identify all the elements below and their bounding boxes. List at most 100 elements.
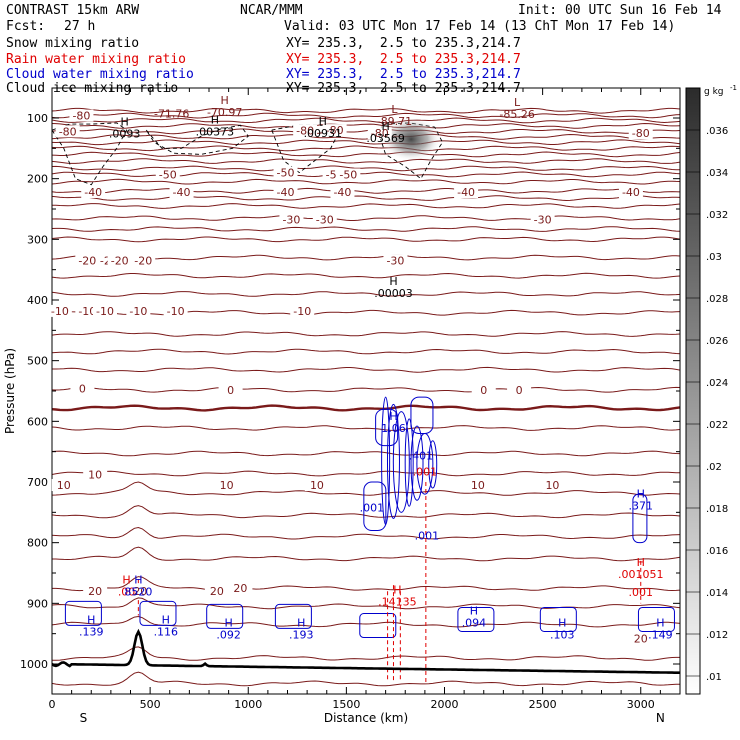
field-name-snow: Snow mixing ratio [6,36,140,51]
isotherm-line [52,309,680,316]
y-tick-label: 500 [27,355,48,368]
isotherm-label-bg [465,479,490,492]
colorbar-unit: g kg [704,87,724,97]
isotherm-label-bg [131,254,156,267]
isotherm-label: 10 [220,479,234,492]
isotherm-label-bg [55,125,80,138]
isotherm-label-bg [367,127,392,140]
isotherm-line [52,215,680,221]
extremum-letter: H [393,584,401,597]
extremum-letter: H [224,616,232,629]
south-label: S [80,711,88,725]
colorbar [685,87,701,695]
isotherm-line [52,425,680,431]
colorbar-tick-label: .03 [706,252,722,263]
isotherm-label: -10 [167,305,185,318]
isotherm-label: -10 [293,305,311,318]
isotherm-line [52,145,680,152]
isotherm-label: 0 [480,384,487,397]
extremum-value: .03569 [366,132,405,145]
isotherm-label-bg [530,213,555,226]
cloud-water-contour [392,411,410,513]
extremum-value: 1.06 [381,422,406,435]
isotherm-label: 10 [471,479,485,492]
extremum-value: .001051 [618,568,664,581]
isotherm-label-bg [304,479,329,492]
isotherm-label: 20 [634,633,648,646]
isotherm-label-bg [163,304,188,317]
x-tick-label: 0 [49,698,56,711]
isotherm-line [52,646,680,661]
extremum-value: .00 [118,585,136,598]
extremum-value: .0093 [109,127,141,140]
snow-contour [52,122,128,186]
extremum-value: .00003 [374,287,413,300]
field-name-cloudwater: Cloud water mixing ratio [6,67,194,82]
extremum-value: -89.71 [377,115,412,128]
isotherm-label-bg [322,124,347,137]
isotherm-label-bg [51,479,76,492]
cloud-water-contour [375,408,399,447]
extremum-letter: H [221,94,229,107]
isotherm-line [52,226,680,232]
isotherm-line [52,236,680,243]
cloud-water-contour [274,603,312,629]
colorbar-tick-label: .024 [706,378,728,389]
cloud-water-contour [363,481,387,532]
isotherm-label: -10 [129,305,147,318]
y-tick-label: 300 [27,233,48,246]
extremum-value: .001 [413,465,438,478]
isotherm-label-bg [273,186,298,199]
isotherm-label: 0 [79,383,86,396]
cloud-water-contour [139,600,177,626]
model-title: CONTRAST 15km ARW [6,3,140,18]
cloud-water-contour [386,403,400,519]
colorbar-unit-exponent: -1 [730,84,737,92]
isotherm-line [52,117,680,124]
isotherm-line [52,331,680,337]
isotherm-label: -80 [72,110,90,123]
isotherm-line [52,165,680,172]
isotherm-line [52,481,680,496]
extremum-letter: H [558,616,566,629]
isotherm-line [52,671,680,687]
extremum-letter: H [120,115,128,128]
y-tick-label: 900 [27,597,48,610]
extremum-letter: H [122,573,130,586]
isotherm-label-bg [169,186,194,199]
extremum-value: -71.76 [154,107,189,120]
y-tick-label: 400 [27,294,48,307]
isotherm-label-bg [92,304,117,317]
colorbar-tick-label: .018 [706,504,728,515]
extremum-value: .00931 [304,127,343,140]
org-label: NCAR/MMM [240,3,303,18]
y-tick-label: 100 [27,112,48,125]
isotherm-line [52,107,680,114]
isotherm-line [52,404,680,412]
isotherm-label: 10 [88,469,102,482]
y-tick-label: 700 [27,476,48,489]
extremum-value: 8520 [124,585,152,598]
init-time: Init: 00 UTC Sun 16 Feb 14 [518,3,722,18]
extremum-value: .139 [79,625,104,638]
isotherm-label: -10 [78,305,96,318]
extremum-letter: H [162,613,170,626]
extremum-letter: H [211,114,219,127]
cloud-water-contour [428,440,438,489]
cloud-ice-shading [381,117,442,162]
y-axis-label: Pressure (hPa) [3,348,17,434]
isotherm-label: -20 [78,255,96,268]
isotherm-label-bg [618,186,643,199]
isotherm-label: -30 [282,213,300,226]
extremum-value: .103 [550,628,575,641]
extremum-value: .401 [409,450,434,463]
isotherm-label: -30 [534,213,552,226]
cloud-water-contour [404,418,414,507]
isotherm-label-bg [312,213,337,226]
colorbar-tick-label: .036 [706,126,728,137]
cloud-water-contour [64,600,102,626]
extremum-value: .193 [289,628,314,641]
isotherm-line [52,597,680,610]
isotherm-line [52,291,680,297]
extremum-letter: L [391,103,398,116]
